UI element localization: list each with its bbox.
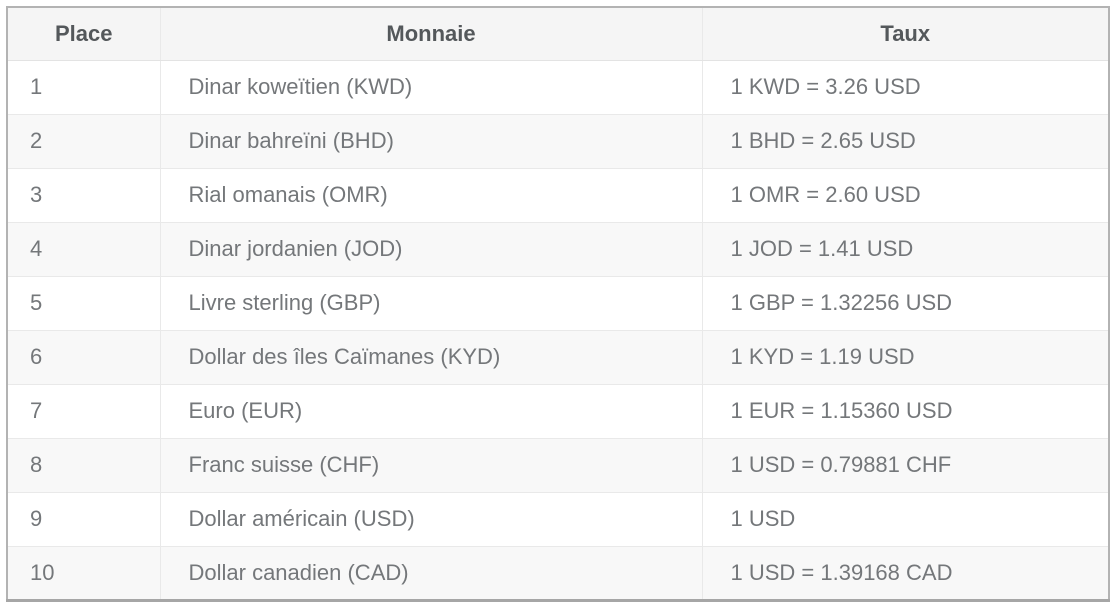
place-cell: 9 <box>7 492 161 547</box>
place-cell: 5 <box>7 276 161 331</box>
place-cell: 2 <box>7 114 161 169</box>
rate-cell: 1 USD = 0.79881 CHF <box>702 438 1109 493</box>
currency-cell: Dollar américain (USD) <box>160 492 703 547</box>
currency-cell: Rial omanais (OMR) <box>160 168 703 223</box>
table-row: 2 Dinar bahreïni (BHD) 1 BHD = 2.65 USD <box>7 114 1109 169</box>
place-cell: 7 <box>7 384 161 439</box>
currency-table: Place Monnaie Taux 1 Dinar koweïtien (KWD… <box>6 6 1110 602</box>
rate-cell: 1 EUR = 1.15360 USD <box>702 384 1109 439</box>
rate-cell: 1 USD <box>702 492 1109 547</box>
currency-cell: Franc suisse (CHF) <box>160 438 703 493</box>
table-row: 4 Dinar jordanien (JOD) 1 JOD = 1.41 USD <box>7 222 1109 277</box>
table-row: 5 Livre sterling (GBP) 1 GBP = 1.32256 USD <box>7 276 1109 331</box>
rate-cell: 1 KYD = 1.19 USD <box>702 330 1109 385</box>
rate-cell: 1 GBP = 1.32256 USD <box>702 276 1109 331</box>
table-row: 3 Rial omanais (OMR) 1 OMR = 2.60 USD <box>7 168 1109 223</box>
table-row: 9 Dollar américain (USD) 1 USD <box>7 492 1109 547</box>
place-cell: 3 <box>7 168 161 223</box>
currency-cell: Livre sterling (GBP) <box>160 276 703 331</box>
table-row: 7 Euro (EUR) 1 EUR = 1.15360 USD <box>7 384 1109 439</box>
currency-cell: Dinar bahreïni (BHD) <box>160 114 703 169</box>
rate-cell: 1 JOD = 1.41 USD <box>702 222 1109 277</box>
rate-cell: 1 USD = 1.39168 CAD <box>702 546 1109 601</box>
currency-cell: Dollar canadien (CAD) <box>160 546 703 601</box>
table-row: 10 Dollar canadien (CAD) 1 USD = 1.39168 C… <box>7 546 1109 601</box>
table-row: 8 Franc suisse (CHF) 1 USD = 0.79881 CHF <box>7 438 1109 493</box>
header-row: Place Monnaie Taux <box>7 7 1109 61</box>
place-cell: 4 <box>7 222 161 277</box>
place-cell: 6 <box>7 330 161 385</box>
currency-cell: Euro (EUR) <box>160 384 703 439</box>
rate-cell: 1 OMR = 2.60 USD <box>702 168 1109 223</box>
table-row: 6 Dollar des îles Caïmanes (KYD) 1 KYD = 1… <box>7 330 1109 385</box>
currency-cell: Dinar koweïtien (KWD) <box>160 60 703 115</box>
table-row: 1 Dinar koweïtien (KWD) 1 KWD = 3.26 USD <box>7 60 1109 115</box>
table-body: 1 Dinar koweïtien (KWD) 1 KWD = 3.26 USD 2 D… <box>7 60 1109 601</box>
rate-cell: 1 BHD = 2.65 USD <box>702 114 1109 169</box>
header-monnaie: Monnaie <box>160 7 703 61</box>
currency-cell: Dollar des îles Caïmanes (KYD) <box>160 330 703 385</box>
place-cell: 10 <box>7 546 161 601</box>
header-taux: Taux <box>702 7 1109 61</box>
place-cell: 8 <box>7 438 161 493</box>
table-header: Place Monnaie Taux <box>7 7 1109 61</box>
place-cell: 1 <box>7 60 161 115</box>
rate-cell: 1 KWD = 3.26 USD <box>702 60 1109 115</box>
currency-cell: Dinar jordanien (JOD) <box>160 222 703 277</box>
header-place: Place <box>7 7 161 61</box>
